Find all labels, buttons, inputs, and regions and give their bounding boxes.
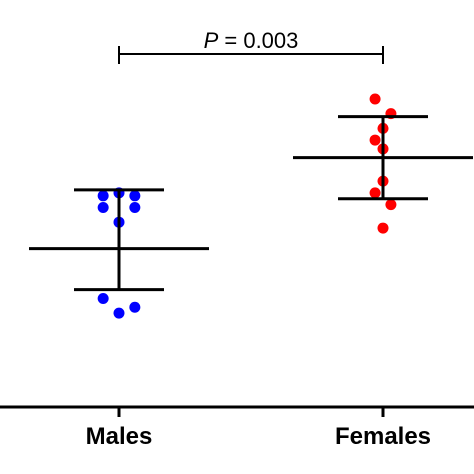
data-point-females-4 [369,134,381,146]
data-point-females-1 [369,93,381,105]
p-symbol: P [204,28,219,53]
data-point-females-8 [385,199,397,211]
data-point-males-9 [113,307,125,319]
p-value-text: = 0.003 [218,28,298,53]
data-point-males-1 [97,190,109,202]
chart-marks [29,93,473,319]
data-point-males-5 [129,202,141,214]
data-point-females-9 [377,222,389,234]
data-point-males-7 [97,292,109,304]
x-tick-label-males: Males [86,423,153,450]
x-tick-label-females: Females [335,423,431,450]
data-point-males-3 [129,190,141,202]
data-point-males-8 [129,301,141,313]
data-point-males-4 [97,202,109,214]
data-point-females-7 [369,187,381,199]
p-value-annotation: P = 0.003 [204,28,299,53]
